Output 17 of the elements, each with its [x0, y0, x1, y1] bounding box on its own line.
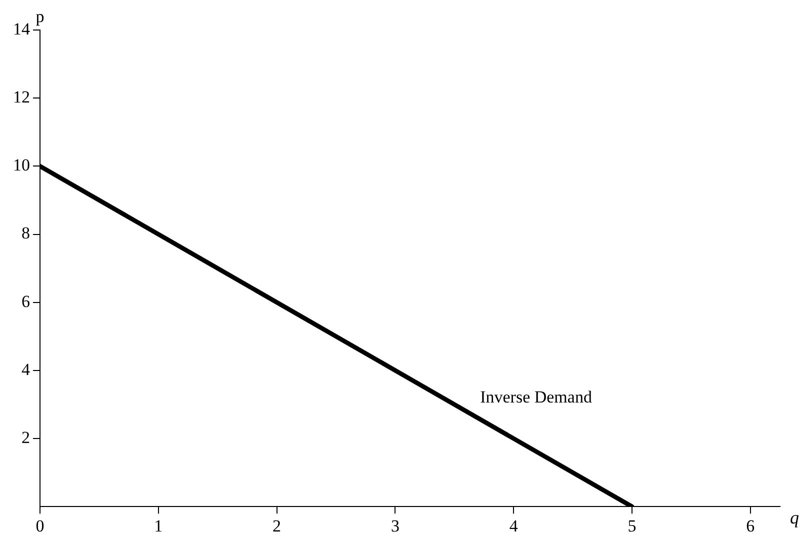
- y-tick-label: 10: [13, 156, 30, 175]
- x-tick-label: 1: [154, 516, 163, 536]
- y-tick-label: 2: [22, 428, 30, 447]
- y-tick-label: 14: [13, 19, 30, 38]
- series-label: Inverse Demand: [480, 388, 592, 407]
- y-tick-label: 12: [13, 88, 30, 107]
- x-axis-title: q: [790, 507, 799, 528]
- x-tick-label: 3: [390, 516, 400, 536]
- x-tick-label: 6: [746, 516, 755, 536]
- x-tick-label: 5: [628, 516, 636, 536]
- y-axis-title: p: [36, 6, 44, 26]
- y-tick-label: 8: [22, 224, 30, 243]
- x-tick-label: 0: [36, 516, 44, 536]
- x-tick-label: 4: [509, 516, 518, 536]
- y-tick-label: 6: [22, 292, 30, 311]
- y-tick-label: 4: [22, 360, 30, 379]
- x-tick-label: 2: [272, 516, 282, 536]
